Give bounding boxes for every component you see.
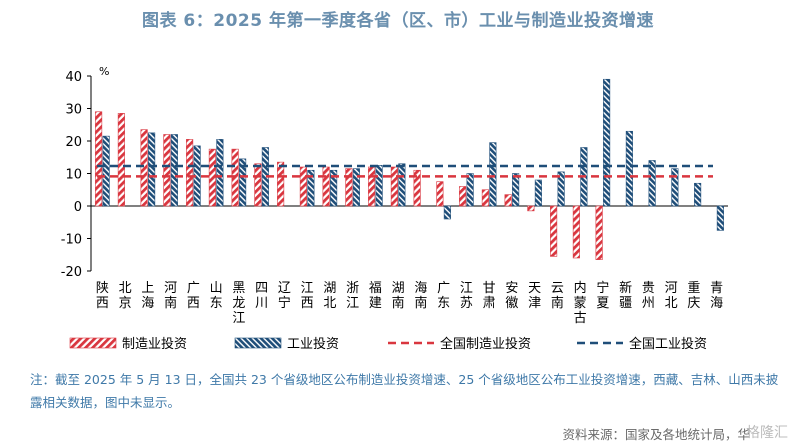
y-tick-label: 0 [74,200,82,215]
y-tick-label: 10 [65,168,82,183]
bar-manufacturing [481,189,489,207]
bar-industry [603,78,611,207]
bar-industry [352,168,360,207]
x-tick-label: 云南 [551,281,564,311]
x-tick-label: 湖南 [392,281,405,311]
y-tick-label: 40 [65,70,82,85]
x-tick-label: 安徽 [505,281,518,311]
x-tick-label: 北京 [119,281,132,311]
bar-manufacturing [413,169,421,207]
legend: 制造业投资 工业投资 全国制造业投资 全国工业投资 [69,336,707,352]
x-tick-label: 河北 [665,281,678,311]
legend-swatch-manufacturing [69,337,117,349]
bar-industry [625,130,633,207]
x-tick-label: 贵州 [642,281,655,311]
legend-label-industry: 工业投资 [287,336,339,352]
x-tick-label: 青海 [710,281,723,311]
x-tick-label: 新疆 [619,280,632,311]
bar-industry [512,173,520,207]
bar-industry [330,169,338,207]
chart-title: 图表 6：2025 年第一季度各省（区、市）工业与制造业投资增速 [142,11,654,31]
bar-industry [148,132,156,207]
bar-manufacturing [322,166,330,207]
y-tick-label: 20 [65,135,82,150]
bar-manufacturing [459,186,467,207]
x-tick-label: 江西 [301,281,314,311]
bar-manufacturing [436,181,444,207]
bar-industry [216,139,224,207]
bar-industry [239,158,247,207]
x-tick-label: 宁夏 [596,280,609,311]
bar-manufacturing [390,166,398,207]
legend-label-national-industry: 全国工业投资 [629,336,707,352]
plot-area: -20 -10 0 10 20 30 40 % 陕西北京上海河南广西山东黑龙江四川辽宁江西湖北浙… [61,65,728,326]
bar-manufacturing [550,205,558,257]
x-tick-label: 浙江 [346,281,359,311]
x-tick-label: 四川 [255,281,268,311]
x-tick-label: 江苏 [460,281,473,311]
x-tick-label: 广东 [437,281,450,311]
bar-industry [466,173,474,207]
bar-manufacturing [368,166,376,207]
bar-manufacturing [595,205,603,260]
bar-manufacturing [299,166,307,207]
bar-manufacturing [254,163,262,207]
bar-manufacturing [117,113,125,207]
bar-manufacturing [527,205,535,212]
bar-manufacturing [277,161,285,207]
bar-manufacturing [163,134,171,207]
data-source: 资料来源：国家及各地统计局，华 [562,427,750,442]
bar-industry [716,205,724,231]
bar-manufacturing [140,129,148,207]
y-tick-label: -10 [61,233,82,248]
x-tick-label: 黑龙江 [232,281,245,326]
x-tick-label: 山东 [210,281,223,311]
x-tick-label: 上海 [141,281,154,311]
bar-industry [398,163,406,207]
y-axis-unit: % [99,65,109,78]
bar-manufacturing [186,139,194,207]
y-tick-label: 30 [65,103,82,118]
bar-industry [443,205,451,220]
x-tick-label: 福建 [369,281,382,311]
x-tick-label: 重庆 [687,280,700,311]
bar-industry [102,135,110,207]
bar-manufacturing [95,111,103,207]
bar-industry [375,165,383,207]
bar-industry [489,142,497,207]
x-tick-label: 辽宁 [278,281,291,311]
bar-industry [648,160,656,207]
bar-industry [671,168,679,207]
x-tick-label: 陕西 [96,281,109,311]
bar-industry [307,169,315,207]
watermark-logo: 格隆汇 [746,425,788,441]
bar-manufacturing [572,205,580,259]
x-tick-label: 河南 [164,281,177,311]
x-tick-label: 甘肃 [483,281,496,311]
x-tick-label: 内蒙古 [574,280,587,326]
bar-manufacturing [504,194,512,207]
y-tick-label: -20 [61,265,82,280]
chart-note: 注：截至 2025 年 5 月 13 日，全国共 23 个省级地区公布制造业投资… [30,372,779,410]
bar-industry [694,182,702,207]
x-tick-label: 广西 [187,281,200,311]
legend-label-national-manufacturing: 全国制造业投资 [440,336,531,352]
x-tick-label: 海南 [414,281,427,311]
bar-industry [534,179,542,207]
bar-industry [557,171,565,207]
legend-label-manufacturing: 制造业投资 [122,336,187,352]
legend-swatch-industry [234,337,282,349]
bar-manufacturing [345,168,353,207]
bar-industry [170,134,178,207]
x-tick-label: 天津 [528,281,541,311]
x-tick-label: 湖北 [323,281,336,311]
